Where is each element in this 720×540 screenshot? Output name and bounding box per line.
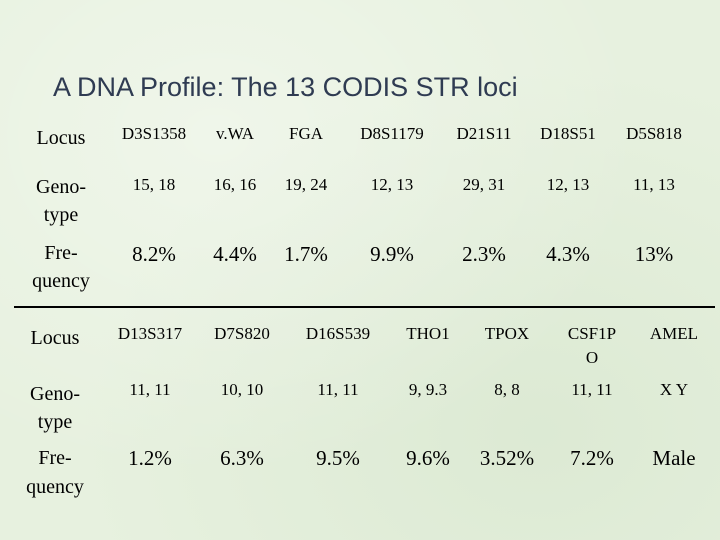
frequency-cell: 4.4% [213,242,257,266]
row-label-frequency-line2: quency [32,270,90,292]
locus-cell-continuation: O [585,348,599,367]
table-divider [14,306,715,308]
genotype-cell: 12, 13 [546,175,590,194]
locus-cell: CSF1P [567,324,617,343]
frequency-cell: 4.3% [546,242,590,266]
genotype-cell: 11, 11 [571,380,613,399]
frequency-cell: 8.2% [132,242,176,266]
frequency-cell: 1.2% [128,446,172,470]
row-label-locus: Locus [30,327,80,349]
row-label-genotype-line2: type [43,204,79,226]
frequency-cell: 7.2% [570,446,614,470]
locus-cell: AMEL [649,324,699,343]
slide-title: A DNA Profile: The 13 CODIS STR loci [53,72,518,102]
locus-cell: D3S1358 [121,124,187,143]
genotype-cell: 10, 10 [220,380,264,399]
genotype-cell: 11, 11 [129,380,171,399]
genotype-cell: 12, 13 [370,175,414,194]
row-label-frequency-line1: Fre- [38,447,72,469]
frequency-cell: 6.3% [220,446,264,470]
row-label-genotype-line1: Geno- [30,383,80,405]
genotype-cell: 11, 13 [633,175,675,194]
row-label-locus: Locus [36,127,86,149]
locus-cell: v.WA [215,124,255,143]
locus-cell: D18S51 [540,124,596,143]
frequency-cell: 3.52% [479,446,535,470]
genotype-cell: 16, 16 [213,175,257,194]
locus-cell: THO1 [406,324,450,343]
locus-cell: D16S539 [305,324,371,343]
genotype-cell: 29, 31 [462,175,506,194]
locus-cell: TPOX [484,324,530,343]
frequency-cell: 9.9% [370,242,414,266]
locus-cell: FGA [288,124,323,143]
frequency-cell: Male [652,446,696,470]
frequency-cell: 2.3% [462,242,506,266]
frequency-cell: 1.7% [284,242,328,266]
row-label-genotype-line2: type [37,411,73,433]
locus-cell: D21S11 [456,124,512,143]
row-label-frequency-line1: Fre- [44,242,78,264]
genotype-cell: 9, 9.3 [408,380,448,399]
locus-cell: D13S317 [117,324,183,343]
frequency-cell: 13% [634,242,674,266]
genotype-cell: X Y [659,380,689,399]
genotype-cell: 11, 11 [317,380,359,399]
genotype-cell: 15, 18 [132,175,176,194]
locus-cell: D8S1179 [360,124,424,143]
frequency-cell: 9.5% [316,446,360,470]
frequency-cell: 9.6% [406,446,450,470]
genotype-cell: 19, 24 [284,175,328,194]
locus-cell: D5S818 [626,124,682,143]
genotype-cell: 8, 8 [494,380,520,399]
row-label-genotype-line1: Geno- [36,176,86,198]
row-label-frequency-line2: quency [26,476,84,498]
locus-cell: D7S820 [214,324,270,343]
